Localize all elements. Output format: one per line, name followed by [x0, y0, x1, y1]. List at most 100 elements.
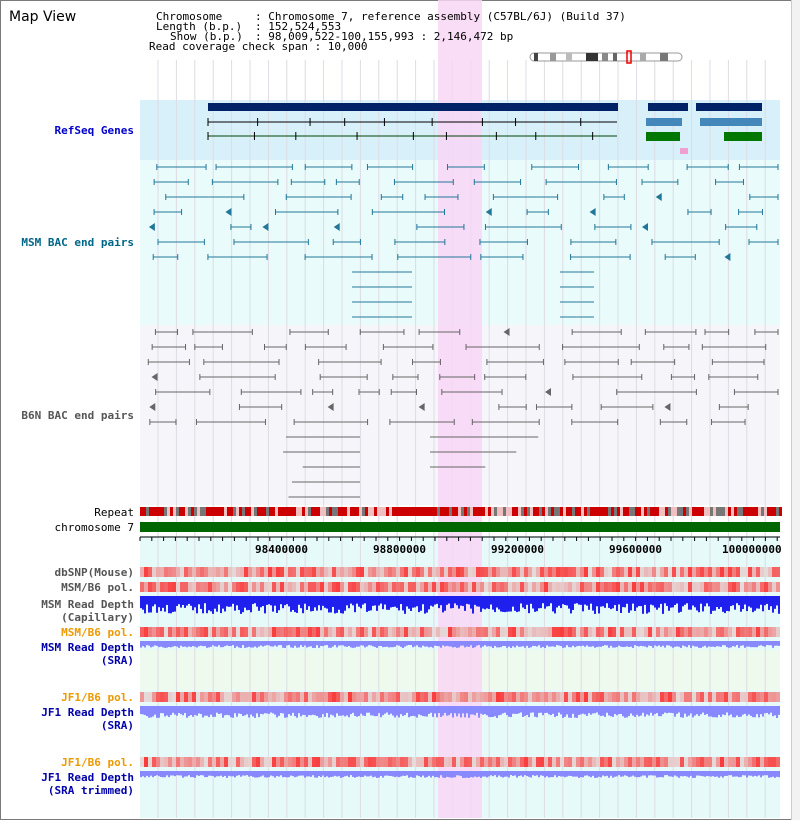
track-label-refseq[interactable]: RefSeq Genes	[54, 124, 134, 137]
dbsnp-heat	[472, 567, 476, 577]
track-label-b6n-bac[interactable]: B6N BAC end pairs	[21, 409, 134, 422]
jf1-depth-trim	[204, 771, 206, 778]
msm-depth-sra	[222, 641, 224, 648]
msm-depth-sra	[626, 641, 628, 647]
jf1-depth-trim	[256, 771, 258, 778]
jf1-depth-trim	[666, 771, 668, 776]
repeat-mark	[353, 507, 356, 516]
jf1-b6-pol-heat	[592, 692, 596, 702]
dbsnp-heat	[180, 567, 184, 577]
msm-depth-sra	[552, 641, 554, 647]
msm-depth-sra	[458, 641, 460, 648]
jf1-b6-pol-heat	[540, 757, 544, 767]
msm-depth-capillary	[344, 596, 346, 611]
jf1-depth-sra	[494, 706, 496, 717]
jf1-depth-trim	[286, 771, 288, 778]
jf1-b6-pol-heat	[364, 692, 368, 702]
msm-depth-capillary	[522, 596, 524, 608]
jf1-depth-sra	[148, 706, 150, 718]
msm-b6-pol-heat	[724, 582, 728, 592]
dbsnp-heat	[328, 567, 332, 577]
msm-b6-pol-heat	[688, 627, 692, 637]
dbsnp-heat	[692, 567, 696, 577]
msm-bac-pair-end	[485, 208, 492, 216]
msm-depth-capillary	[188, 596, 190, 604]
jf1-b6-pol-heat	[164, 692, 168, 702]
jf1-b6-pol-heat	[460, 757, 464, 767]
msm-b6-pol-heat	[396, 582, 400, 592]
track-label-msm-depth-cap[interactable]: MSM Read Depth	[41, 598, 134, 611]
jf1-depth-sra	[472, 706, 474, 715]
jf1-b6-pol-heat	[540, 692, 544, 702]
jf1-b6-pol-heat	[684, 692, 688, 702]
repeat-mark	[533, 507, 536, 516]
jf1-depth-trim	[762, 771, 764, 776]
msm-b6-pol-heat	[316, 582, 320, 592]
msm-depth-capillary	[630, 596, 632, 611]
repeat-mark	[383, 507, 386, 516]
jf1-depth-trim	[764, 771, 766, 776]
jf1-b6-pol-heat	[288, 692, 292, 702]
jf1-depth-sra	[352, 706, 354, 713]
jf1-depth-sra	[388, 706, 390, 715]
jf1-depth-sra	[748, 706, 750, 715]
msm-depth-capillary	[678, 596, 680, 613]
jf1-b6-pol-heat	[624, 757, 628, 767]
jf1-depth-trim	[616, 771, 618, 777]
track-label-jf1-b6-pol-2[interactable]: JF1/B6 pol.	[61, 756, 134, 769]
repeat-mark	[674, 507, 677, 516]
jf1-depth-sra	[712, 706, 714, 718]
msm-depth-sra	[612, 641, 614, 648]
track-label-msm-b6-pol-2[interactable]: MSM/B6 pol.	[61, 626, 134, 639]
track-label-msm-bac[interactable]: MSM BAC end pairs	[21, 236, 134, 249]
msm-depth-capillary	[640, 596, 642, 607]
repeat-mark	[311, 507, 314, 516]
jf1-b6-pol-heat	[764, 692, 768, 702]
track-label-repeat[interactable]: Repeat	[94, 506, 134, 519]
track-label-msm-b6-pol-1[interactable]: MSM/B6 pol.	[61, 581, 134, 594]
msm-b6-pol-heat	[656, 627, 660, 637]
msm-b6-pol-heat	[360, 627, 364, 637]
msm-depth-sra	[262, 641, 264, 647]
msm-b6-pol-heat	[692, 627, 696, 637]
jf1-depth-trim	[534, 771, 536, 776]
msm-b6-pol-heat	[416, 627, 420, 637]
track-label-msm-depth-sra[interactable]: MSM Read Depth	[41, 641, 134, 654]
msm-b6-pol-heat	[768, 582, 772, 592]
msm-depth-sra	[352, 641, 354, 648]
msm-bac-pair-end	[148, 223, 155, 231]
jf1-depth-sra	[626, 706, 628, 718]
jf1-depth-sra	[732, 706, 734, 718]
track-label-chromosome[interactable]: chromosome 7	[54, 521, 134, 534]
jf1-depth-sra	[368, 706, 370, 713]
jf1-depth-sra	[400, 706, 402, 715]
dbsnp-heat	[364, 567, 368, 577]
track-label-dbsnp[interactable]: dbSNP(Mouse)	[54, 566, 134, 579]
vertical-scrollbar[interactable]	[791, 0, 800, 820]
jf1-b6-pol-heat	[632, 692, 636, 702]
jf1-b6-pol-heat	[672, 757, 676, 767]
msm-depth-sra	[688, 641, 690, 646]
track-label-jf1-b6-pol-1[interactable]: JF1/B6 pol.	[61, 691, 134, 704]
msm-depth-sra	[260, 641, 262, 646]
msm-depth-capillary	[662, 596, 664, 614]
msm-b6-pol-heat	[288, 627, 292, 637]
repeat-mark	[176, 507, 179, 516]
jf1-b6-pol-heat	[324, 757, 328, 767]
jf1-depth-sra	[178, 706, 180, 714]
msm-depth-sra	[644, 641, 646, 647]
msm-depth-capillary	[668, 596, 670, 611]
msm-b6-pol-heat	[184, 627, 188, 637]
jf1-depth-sra	[314, 706, 316, 716]
jf1-b6-pol-heat	[640, 692, 644, 702]
jf1-depth-sra	[540, 706, 542, 713]
repeat-mark	[620, 507, 623, 516]
msm-depth-sra	[412, 641, 414, 648]
jf1-b6-pol-heat	[536, 757, 540, 767]
track-label-jf1-depth-trim[interactable]: JF1 Read Depth	[41, 771, 134, 784]
jf1-b6-pol-heat	[736, 692, 740, 702]
msm-depth-capillary	[302, 596, 304, 614]
axis-tick-label: 99600000	[609, 543, 662, 556]
track-label-jf1-depth-sra[interactable]: JF1 Read Depth	[41, 706, 134, 719]
